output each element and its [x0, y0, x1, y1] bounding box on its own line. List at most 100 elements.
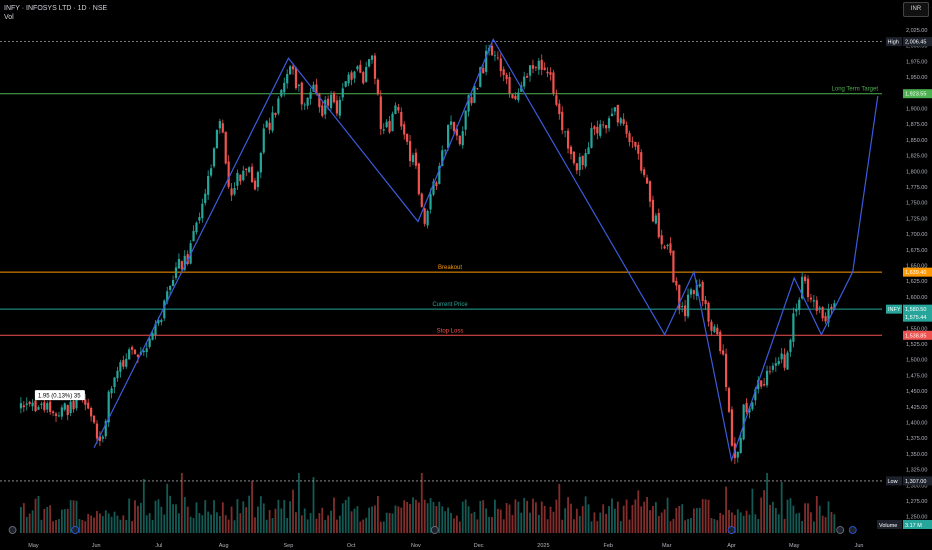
volume-bar [596, 521, 599, 533]
candle-body [464, 110, 467, 130]
volume-bar [259, 496, 262, 533]
candle-body [160, 319, 163, 323]
volume-bar [321, 507, 324, 533]
volume-bar [540, 501, 543, 533]
volume-bar [555, 499, 558, 533]
volume-bar [309, 513, 312, 533]
volume-bar [379, 521, 382, 533]
price-tick-label: 1,375.00 [906, 436, 927, 442]
volume-bar [248, 495, 251, 533]
candle-body [382, 129, 385, 131]
candle-body [531, 65, 535, 69]
event-marker-icon [836, 526, 845, 534]
volume-bar [397, 506, 400, 533]
volume-bar [257, 506, 259, 533]
level-label-stop-loss: Stop Loss [437, 328, 464, 334]
candle-body [716, 327, 719, 335]
volume-bar [499, 509, 502, 533]
candle-body [719, 331, 722, 352]
volume-bar [467, 506, 470, 533]
candle-body [338, 99, 341, 116]
volume-value-badge [903, 520, 932, 529]
volume-bar [230, 506, 233, 533]
time-tick-label: Apr [727, 543, 736, 549]
volume-bar [81, 520, 84, 533]
volume-bar [300, 515, 303, 533]
currency-button[interactable]: INR [903, 2, 929, 17]
candle-body [303, 104, 306, 106]
volume-bar [643, 501, 646, 533]
candle-body [283, 82, 286, 93]
volume-bar [470, 513, 473, 533]
volume-bar [52, 521, 54, 533]
volume-bar [812, 521, 815, 533]
volume-bar [450, 512, 452, 533]
candle-body [256, 172, 260, 188]
candle-body [63, 403, 66, 410]
volume-bar [84, 521, 87, 533]
candle-body [60, 407, 63, 417]
candle-body [692, 290, 695, 294]
volume-bar [391, 513, 394, 533]
candle-body [388, 120, 391, 133]
volume-bar [268, 510, 271, 533]
candle-body [526, 76, 529, 78]
candle-body [201, 203, 204, 219]
candle-body [207, 175, 210, 195]
price-tick-label: 1,500.00 [906, 358, 927, 364]
event-marker-icon [430, 526, 439, 534]
volume-bar [63, 509, 66, 533]
candle-body [569, 146, 573, 155]
candle-body [643, 169, 646, 176]
candle-body [555, 95, 558, 105]
volume-bar [733, 515, 736, 533]
volume-bar [186, 506, 189, 533]
candle-body [572, 151, 576, 164]
volume-bar [350, 511, 353, 533]
volume-indicator-label: Vol [4, 14, 14, 21]
volume-bar [128, 498, 131, 533]
price-tick-label: 2,025.00 [906, 28, 927, 34]
volume-bar [757, 518, 760, 533]
volume-bar [485, 508, 488, 533]
candle-body [327, 98, 330, 106]
volume-bar [581, 506, 584, 533]
volume-bar [277, 499, 280, 533]
candle-body [277, 98, 280, 114]
volume-bar [534, 502, 537, 533]
volume-bar [371, 506, 373, 533]
volume-bar [488, 516, 490, 533]
candle-body [479, 67, 482, 87]
price-tick-label: 1,625.00 [906, 279, 927, 285]
volume-bar [207, 511, 210, 533]
volume-bar [195, 502, 198, 533]
price-tick-label: 1,875.00 [906, 122, 927, 128]
volume-bar [420, 473, 423, 533]
volume-bar [145, 515, 148, 533]
candle-body [174, 267, 178, 278]
candle-body [54, 413, 58, 416]
candle-body [710, 321, 713, 331]
candle-body [727, 387, 731, 412]
price-tick-label: 1,300.00 [906, 483, 927, 489]
volume-bar [368, 507, 371, 533]
candle-body [215, 129, 219, 149]
candle-body [449, 121, 453, 125]
volume-bar [517, 501, 520, 533]
level-long-term-target-badge [903, 89, 932, 99]
volume-bar [593, 512, 596, 533]
candle-body [104, 420, 107, 437]
symbol-title: INFY · INFOSYS LTD · 1D · NSE [4, 5, 108, 12]
candle-body [742, 404, 745, 440]
candle-body [771, 365, 774, 370]
candle-body [684, 305, 687, 316]
candle-body [218, 121, 221, 129]
candle-body [110, 388, 113, 394]
candle-body [274, 112, 277, 116]
time-axis: May Jun Jul Aug Sep Oct Nov Dec 2025 Feb Mar Apr May… [28, 543, 863, 549]
candle-body [359, 64, 362, 73]
candle-body [768, 371, 772, 373]
volume-bar [657, 515, 660, 533]
volume-bar [356, 506, 359, 533]
